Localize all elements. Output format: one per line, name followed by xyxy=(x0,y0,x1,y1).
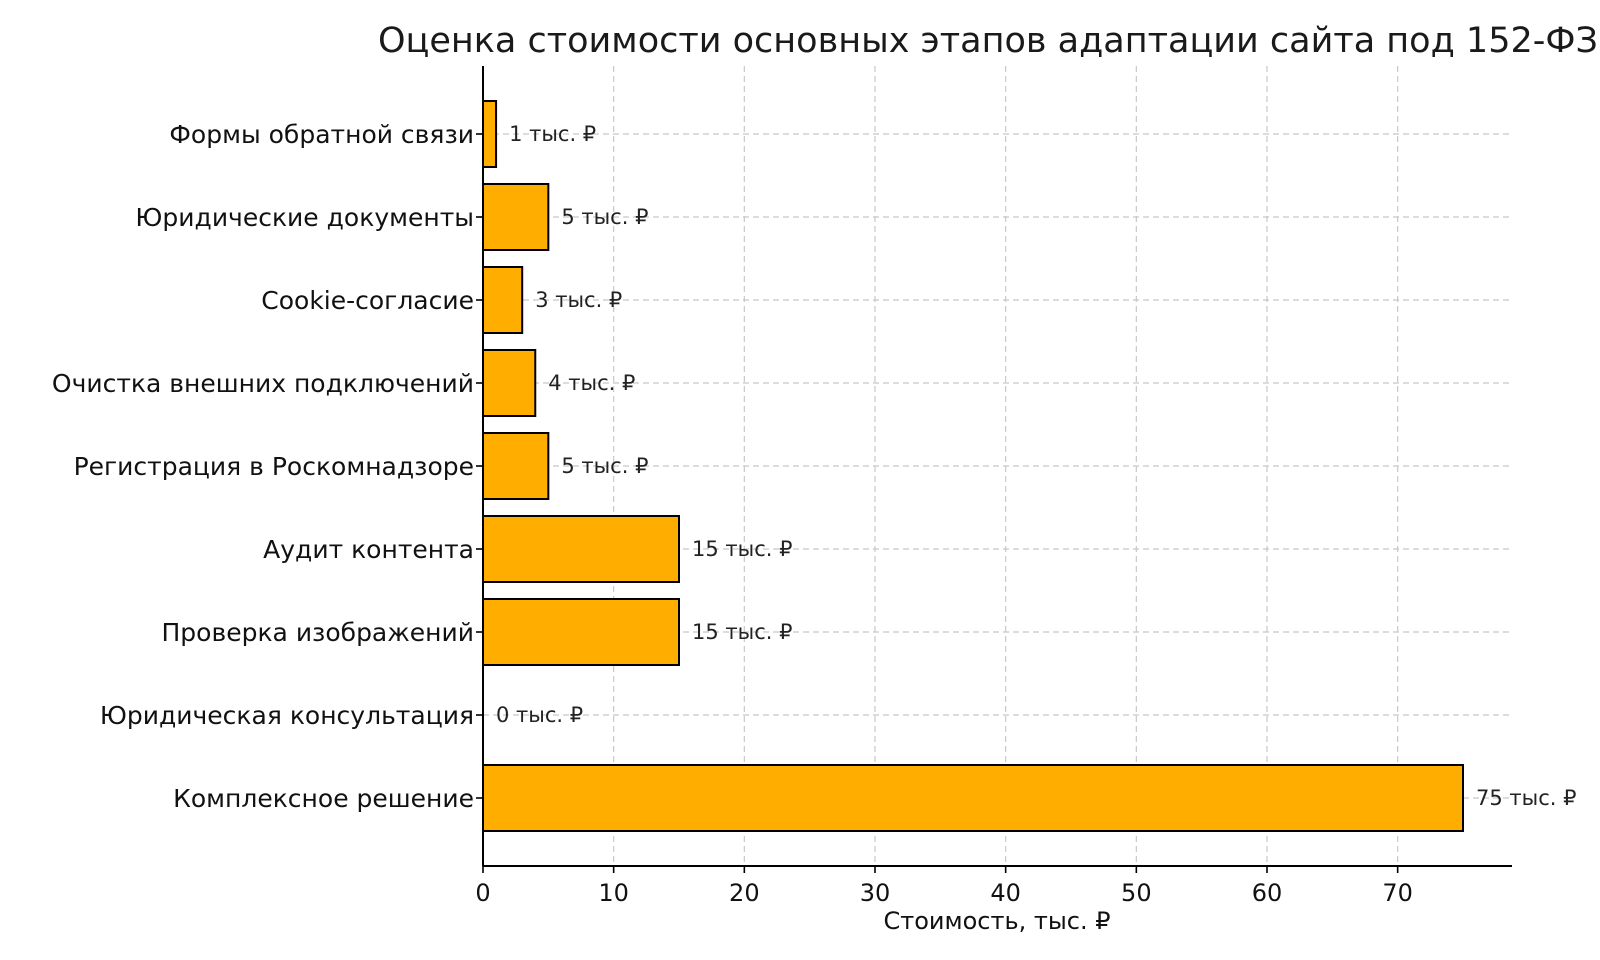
x-tick-label-0: 0 xyxy=(475,879,490,907)
bars xyxy=(482,100,1464,832)
data-label-5: 15 тыс. ₽ xyxy=(692,537,792,561)
category-label-5: Аудит контента xyxy=(263,535,474,564)
x-axis-label: Стоимость, тыс. ₽ xyxy=(883,907,1110,935)
data-labels: 1 тыс. ₽ 5 тыс. ₽ 3 тыс. ₽ 4 тыс. ₽ 5 тыс. ₽… xyxy=(496,122,1576,810)
data-label-7: 0 тыс. ₽ xyxy=(496,703,583,727)
chart-title: Оценка стоимости основных этапов адаптац… xyxy=(378,21,1598,61)
bar-0 xyxy=(482,100,498,168)
x-tick-label-5: 50 xyxy=(1121,879,1152,907)
x-tick-label-3: 30 xyxy=(860,879,891,907)
category-label-0: Формы обратной связи xyxy=(169,120,474,149)
category-label-2: Cookie-согласие xyxy=(261,286,474,315)
bar-1 xyxy=(482,183,550,251)
bar-6 xyxy=(482,598,680,666)
data-label-1: 5 тыс. ₽ xyxy=(561,205,648,229)
category-label-7: Юридическая консультация xyxy=(100,701,474,730)
bar-8 xyxy=(482,764,1464,832)
data-label-2: 3 тыс. ₽ xyxy=(535,288,622,312)
data-label-4: 5 тыс. ₽ xyxy=(561,454,648,478)
data-label-3: 4 тыс. ₽ xyxy=(548,371,635,395)
category-label-4: Регистрация в Роскомнадзоре xyxy=(74,452,474,481)
x-tick-label-6: 60 xyxy=(1252,879,1283,907)
x-axis-ticks: 0 10 20 30 40 50 60 70 xyxy=(475,866,1413,907)
category-label-3: Очистка внешних подключений xyxy=(52,369,474,398)
x-tick-label-4: 40 xyxy=(990,879,1021,907)
x-tick-label-1: 10 xyxy=(598,879,629,907)
data-label-0: 1 тыс. ₽ xyxy=(509,122,596,146)
category-label-8: Комплексное решение xyxy=(173,784,474,813)
x-tick-label-7: 70 xyxy=(1382,879,1413,907)
bar-3 xyxy=(482,349,537,417)
x-tick-label-2: 20 xyxy=(729,879,760,907)
bar-5 xyxy=(482,515,680,583)
axes xyxy=(476,66,1512,867)
category-label-6: Проверка изображений xyxy=(162,618,475,647)
data-label-6: 15 тыс. ₽ xyxy=(692,620,792,644)
bar-2 xyxy=(482,266,524,334)
data-label-8: 75 тыс. ₽ xyxy=(1476,786,1576,810)
category-labels: Формы обратной связи Юридические документ… xyxy=(52,120,474,813)
category-label-1: Юридические документы xyxy=(135,203,474,232)
bar-4 xyxy=(482,432,550,500)
